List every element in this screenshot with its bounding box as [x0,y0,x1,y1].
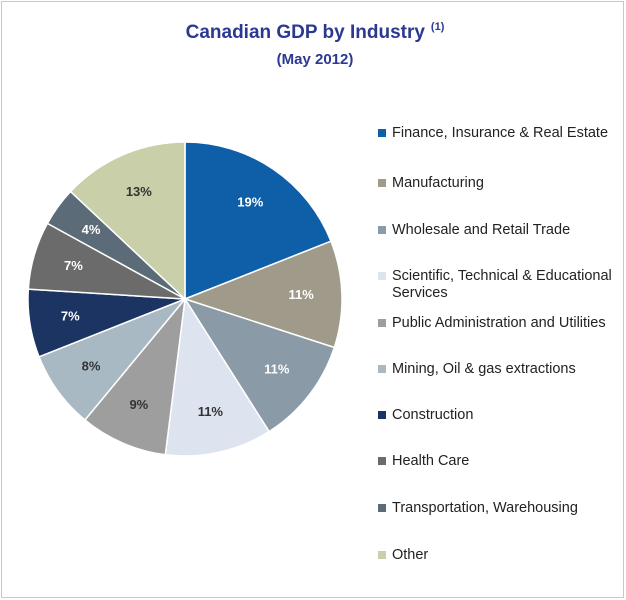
data-label: 11% [264,362,290,377]
data-label: 8% [82,359,101,374]
legend-label: Public Administration and Utilities [392,315,606,331]
data-label: 11% [198,404,224,419]
data-label: 4% [82,222,101,237]
legend-item: Health Care [378,453,626,470]
chart-subtitle: (May 2012) [277,51,354,68]
legend-swatch [378,179,386,187]
legend-item: Mining, Oil & gas extractions [378,361,626,378]
legend-swatch [378,504,386,512]
legend-label: Wholesale and Retail Trade [392,222,571,238]
legend-label: Manufacturing [392,175,484,191]
data-label: 7% [64,258,83,273]
pie-slice [69,141,186,301]
legend-label: Mining, Oil & gas extractions [392,361,576,377]
legend-swatch [378,129,386,137]
legend-label: Scientific, Technical & Educational Serv… [392,268,612,301]
pie-slice [164,296,271,457]
legend-item: Scientific, Technical & Educational Serv… [378,268,626,302]
pie-slice [83,296,187,456]
legend-item: Construction [378,407,626,424]
data-label: 11% [288,287,314,302]
legend-label: Finance, Insurance & Real Estate [392,125,609,141]
legend-swatch [378,272,386,280]
title-main: Canadian GDP by Industry [186,22,426,43]
pie-slice [184,141,332,301]
data-label: 13% [126,184,152,199]
legend-item: Transportation, Warehousing [378,500,626,517]
legend-swatch [378,411,386,419]
legend-item: Other [378,547,626,564]
legend-swatch [378,319,386,327]
legend-swatch [378,365,386,373]
legend-swatch [378,226,386,234]
legend-item: Finance, Insurance & Real Estate [378,125,626,142]
data-label: 9% [129,397,148,412]
pie-slice [182,240,343,349]
legend-item: Public Administration and Utilities [378,315,626,332]
legend-item: Wholesale and Retail Trade [378,222,626,239]
legend-label: Other [392,547,429,563]
legend-swatch [378,457,386,465]
legend-label: Transportation, Warehousing [392,500,578,516]
chart-title: Canadian GDP by Industry (1) [186,21,445,43]
legend-label: Construction [392,407,474,423]
legend-swatch [378,551,386,559]
data-label: 7% [61,309,80,324]
data-label: 19% [237,194,263,209]
legend-label: Health Care [392,453,470,469]
pie-slice [183,297,336,433]
legend-item: Manufacturing [378,175,626,192]
title-note: (1) [431,21,445,33]
